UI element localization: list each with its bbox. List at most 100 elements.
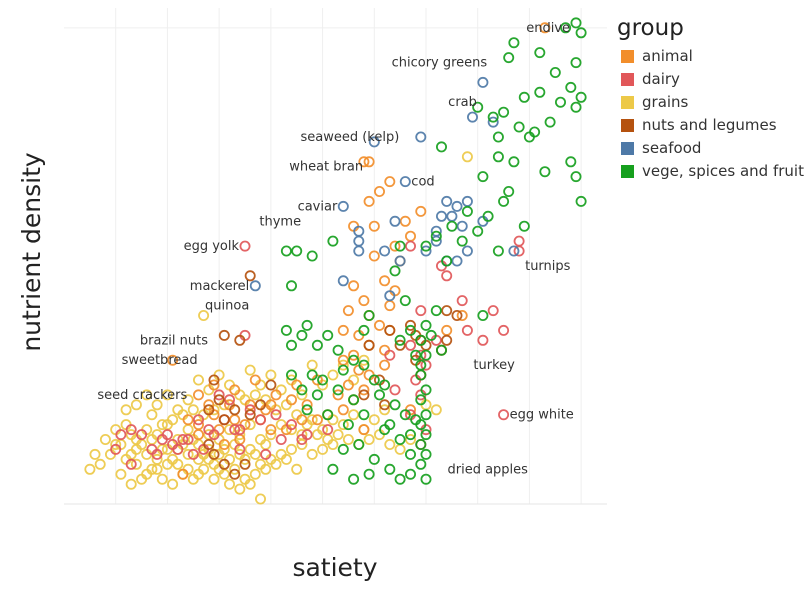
data-point [358, 389, 370, 401]
data-point [342, 305, 354, 317]
data-point [234, 424, 246, 436]
data-point [394, 240, 406, 252]
data-point [327, 369, 339, 381]
data-point [384, 438, 396, 450]
point-label: sweetbread [122, 353, 198, 368]
data-point [317, 374, 329, 386]
data-point [368, 220, 380, 232]
data-point [254, 493, 266, 505]
data-point [322, 409, 334, 421]
data-point [177, 433, 189, 445]
data-point [498, 409, 510, 421]
data-point [441, 270, 453, 282]
data-point [379, 404, 391, 416]
data-point [342, 419, 354, 431]
data-points [84, 17, 587, 505]
data-point [482, 210, 494, 222]
data-point [337, 443, 349, 455]
data-point [254, 399, 266, 411]
data-point [384, 290, 396, 302]
data-point [306, 250, 318, 262]
data-point [296, 384, 308, 396]
data-point [415, 369, 427, 381]
data-point [208, 374, 220, 386]
data-point [410, 349, 422, 361]
data-point [192, 429, 204, 441]
data-point [327, 235, 339, 247]
data-point [337, 364, 349, 376]
data-point [322, 424, 334, 436]
data-point [285, 369, 297, 381]
data-point [187, 404, 199, 416]
data-point [161, 458, 173, 470]
data-point [461, 324, 473, 336]
data-point [451, 309, 463, 321]
data-point [404, 240, 416, 252]
data-point [415, 131, 427, 143]
data-point [311, 414, 323, 426]
data-point [430, 230, 442, 242]
data-point [192, 389, 204, 401]
data-point [508, 37, 520, 49]
data-point [358, 324, 370, 336]
data-point [420, 429, 432, 441]
data-point [435, 210, 447, 222]
data-point [265, 379, 277, 391]
data-point [420, 319, 432, 331]
data-point [363, 468, 375, 480]
data-point [348, 280, 360, 292]
data-point [544, 116, 556, 128]
data-point [487, 116, 499, 128]
data-point [270, 458, 282, 470]
data-point [534, 86, 546, 98]
data-point [461, 151, 473, 163]
data-point [177, 468, 189, 480]
data-point [353, 245, 365, 257]
data-point [570, 171, 582, 183]
point-label: turnips [525, 259, 571, 274]
data-point [311, 339, 323, 351]
data-point [244, 478, 256, 490]
legend-label: vege, spices and fruit [642, 162, 804, 180]
data-point [182, 414, 194, 426]
data-point [435, 141, 447, 153]
data-point [492, 131, 504, 143]
data-point [415, 458, 427, 470]
data-point [223, 478, 235, 490]
data-point [368, 453, 380, 465]
data-point [446, 220, 458, 232]
data-point [415, 205, 427, 217]
data-point [508, 245, 520, 257]
data-point [239, 458, 251, 470]
data-point [229, 424, 241, 436]
data-point [249, 374, 261, 386]
data-point [156, 473, 168, 485]
data-point [218, 329, 230, 341]
point-label: caviar [298, 199, 338, 214]
data-point [420, 448, 432, 460]
data-point [404, 324, 416, 336]
data-point [575, 27, 587, 39]
data-point [404, 429, 416, 441]
data-point [487, 305, 499, 317]
data-point [332, 384, 344, 396]
data-point [301, 399, 313, 411]
data-point [441, 195, 453, 207]
data-point [187, 448, 199, 460]
data-point [280, 453, 292, 465]
data-point [487, 111, 499, 123]
data-point [218, 458, 230, 470]
legend-swatch [621, 142, 634, 155]
data-point [234, 483, 246, 495]
data-point [420, 384, 432, 396]
data-point [332, 429, 344, 441]
data-point [213, 389, 225, 401]
data-point [167, 414, 179, 426]
data-point [399, 215, 411, 227]
data-point [415, 305, 427, 317]
point-label: dried apples [448, 462, 529, 477]
data-point [208, 473, 220, 485]
point-label: thyme [259, 214, 301, 229]
data-point [368, 136, 380, 148]
